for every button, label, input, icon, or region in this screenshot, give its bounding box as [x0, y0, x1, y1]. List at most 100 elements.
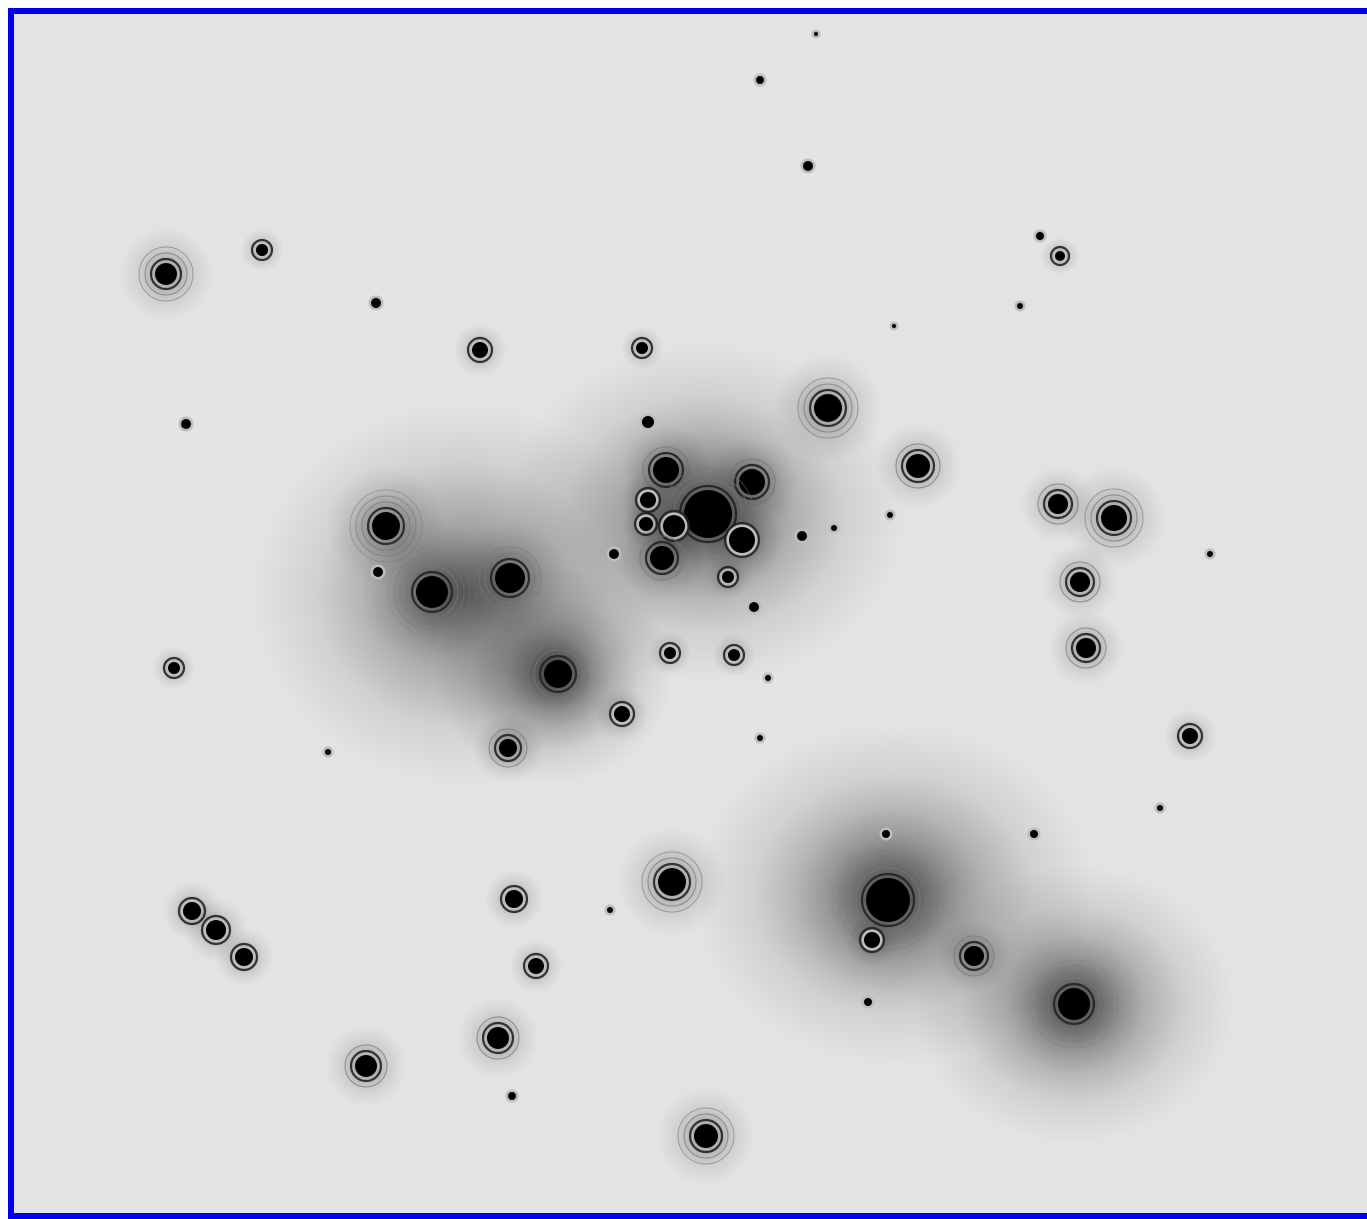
star-core — [1058, 988, 1090, 1020]
star-layer — [119, 29, 1217, 1186]
star — [152, 646, 196, 690]
diffraction-ring — [162, 656, 186, 680]
diffraction-ring — [958, 940, 990, 972]
star — [648, 631, 692, 675]
diffraction-ring — [144, 252, 188, 296]
star — [322, 746, 334, 758]
star-core — [887, 512, 893, 518]
star — [746, 599, 762, 615]
star-core — [1076, 638, 1096, 658]
diffraction-ring — [803, 383, 853, 433]
diffraction-ring — [647, 857, 697, 907]
diffraction-ring — [1047, 977, 1101, 1031]
star-core — [487, 1027, 509, 1049]
star-core — [325, 749, 331, 755]
star — [1154, 802, 1166, 814]
diffraction-ring — [538, 654, 578, 694]
star — [639, 413, 657, 431]
star-core — [416, 576, 448, 608]
star-core — [1101, 505, 1127, 531]
star-core — [803, 161, 813, 171]
star-core — [508, 1092, 516, 1100]
star-core — [864, 998, 872, 1006]
star — [884, 509, 896, 521]
star — [240, 228, 284, 272]
star — [617, 827, 727, 937]
star — [889, 321, 899, 331]
diffraction-ring — [953, 935, 995, 977]
diffraction-ring — [895, 443, 941, 489]
star-core — [658, 868, 686, 896]
star-core — [495, 563, 525, 593]
star — [1002, 932, 1146, 1076]
star-core — [1207, 551, 1213, 557]
star-core — [797, 531, 807, 541]
diffraction-ring — [1070, 632, 1102, 664]
diffraction-ring — [900, 448, 936, 484]
star — [453, 323, 507, 377]
diffraction-ring — [229, 942, 259, 972]
star-core — [729, 527, 755, 553]
diffraction-ring — [808, 388, 848, 428]
image-frame — [8, 8, 1367, 1219]
star-core — [355, 1055, 377, 1077]
diffraction-ring — [149, 257, 183, 291]
star — [370, 564, 386, 580]
diffraction-ring — [1090, 494, 1138, 542]
star — [1048, 610, 1124, 686]
star — [1163, 709, 1217, 763]
star-core — [256, 244, 268, 256]
star-core — [814, 32, 818, 36]
diffraction-ring — [797, 377, 859, 439]
star — [1014, 300, 1026, 312]
star — [845, 913, 899, 967]
star-core — [1182, 728, 1198, 744]
diffraction-ring — [1095, 499, 1133, 537]
star — [712, 633, 756, 677]
diffraction-ring — [630, 336, 654, 360]
diffraction-ring — [677, 1107, 735, 1165]
star-core — [636, 342, 648, 354]
star — [794, 528, 810, 544]
star — [472, 712, 544, 784]
diffraction-ring — [1065, 627, 1107, 669]
diffraction-ring — [723, 521, 761, 559]
star-core — [1036, 232, 1044, 240]
star-core — [472, 342, 488, 358]
diffraction-ring — [488, 728, 528, 768]
star-core — [181, 419, 191, 429]
diffraction-ring — [476, 1016, 520, 1060]
diffraction-ring — [683, 1113, 729, 1159]
diffraction-ring — [527, 643, 589, 705]
diffraction-ring — [344, 1044, 388, 1088]
diffraction-ring — [1176, 722, 1204, 750]
star — [936, 918, 1012, 994]
star-core — [882, 830, 890, 838]
star-core — [1055, 251, 1065, 261]
star — [1041, 237, 1079, 275]
star-core — [371, 298, 381, 308]
star-core — [749, 602, 759, 612]
star-core — [505, 890, 523, 908]
diffraction-ring — [1084, 488, 1144, 548]
star — [753, 73, 767, 87]
diffraction-ring — [522, 952, 550, 980]
diffraction-ring — [478, 546, 542, 610]
diffraction-ring — [489, 557, 531, 599]
star — [178, 416, 194, 432]
star — [800, 158, 816, 174]
star-core — [544, 660, 572, 688]
diffraction-ring — [349, 1049, 383, 1083]
star — [861, 995, 875, 1009]
star-field-image — [14, 14, 1367, 1213]
star — [762, 672, 774, 684]
star — [606, 546, 622, 562]
star — [509, 939, 563, 993]
star-core — [831, 525, 837, 531]
star — [1027, 827, 1041, 841]
star — [879, 827, 893, 841]
star-core — [1030, 830, 1038, 838]
star-core — [728, 649, 740, 661]
diffraction-ring — [1035, 965, 1113, 1043]
diffraction-ring — [138, 246, 194, 302]
